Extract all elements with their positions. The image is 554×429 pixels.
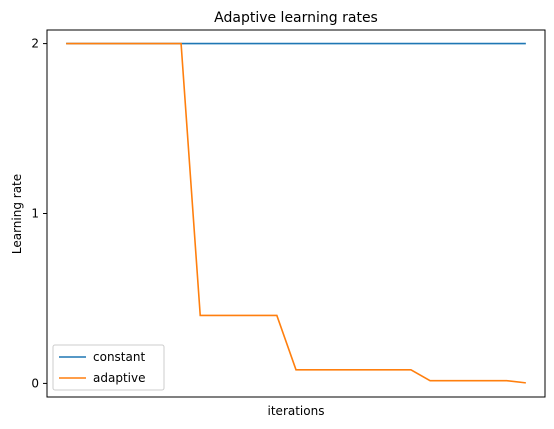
y-axis: 0 1 2 [31,37,47,390]
y-tick-label: 2 [31,37,39,51]
plot-area [66,42,526,384]
y-axis-label: Learning rate [10,174,24,254]
y-tick-label: 1 [31,207,39,221]
legend: constant adaptive [52,344,165,391]
x-axis-label: iterations [268,404,325,418]
legend-label-constant: constant [93,350,145,364]
y-tick-label: 0 [31,376,39,390]
legend-label-adaptive: adaptive [93,371,145,385]
series-line-adaptive [66,42,526,384]
chart-title: Adaptive learning rates [214,10,378,26]
